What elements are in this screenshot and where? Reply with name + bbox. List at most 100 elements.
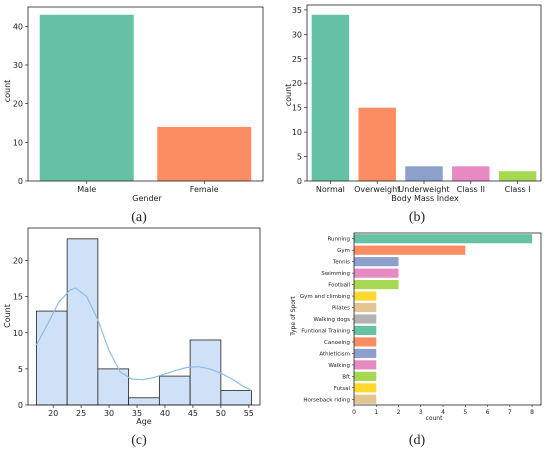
panel-d-xtick-label: 4 xyxy=(441,409,445,416)
panel-d-xtick-label: 5 xyxy=(463,409,467,416)
panel-b-ytick-label: 0 xyxy=(297,177,302,186)
panel-d-bar xyxy=(354,325,377,336)
panel-d-caption: (d) xyxy=(409,433,426,448)
panel-b-bmi-chart: count Body Mass Index (b) Normal Overweig… xyxy=(284,4,542,225)
panel-d-bar xyxy=(354,257,399,267)
panel-c-xtick-label: 45 xyxy=(188,409,198,418)
panel-c-ytick-label: 10 xyxy=(13,329,23,338)
panel-d-xtick-label: 2 xyxy=(397,409,401,416)
panel-c-histogram-bar xyxy=(158,375,191,406)
panel-b-bar xyxy=(358,107,396,181)
panel-d-category-label: Funtional Training xyxy=(301,328,350,334)
panel-c-xtick-label: 55 xyxy=(244,409,254,418)
panel-c-histogram-bar xyxy=(189,339,222,406)
panel-a-bar xyxy=(39,14,134,181)
panel-d-category-label: Tennis xyxy=(332,260,350,266)
panel-d-bar xyxy=(354,291,377,301)
panel-a-gender-chart: count Gender (a) Male Female 0 10 20 30 40 xyxy=(3,6,264,225)
panel-c-xtick-label: 50 xyxy=(216,409,226,418)
panel-b-bar xyxy=(311,14,350,182)
panel-c-age-histogram: Count Age (c) 20 25 30 35 40 45 50 55 0 5 10 15 20 xyxy=(3,227,261,448)
panel-c-xtick-label: 40 xyxy=(160,409,170,418)
panel-d-axes-frame xyxy=(353,232,542,406)
panel-a-bar xyxy=(157,126,252,181)
panel-a-ytick-label: 40 xyxy=(13,22,23,31)
panel-d-ylabel: Type of Sport xyxy=(290,296,297,337)
panel-c-xtick-label: 20 xyxy=(48,409,58,418)
panel-d-bar xyxy=(354,371,377,381)
panel-d-bar xyxy=(354,314,377,324)
panel-a-ytick-label: 30 xyxy=(13,61,23,70)
panel-a-axes-frame xyxy=(27,6,264,182)
panel-c-histogram-bar xyxy=(66,238,99,406)
panel-c-xtick-label: 30 xyxy=(104,409,114,418)
panel-b-caption: (b) xyxy=(409,210,426,225)
panel-d-bar xyxy=(354,348,377,358)
panel-a-xtick-label: Male xyxy=(77,185,96,194)
panel-d-xtick-label: 0 xyxy=(352,409,356,416)
panel-d-category-label: Walking xyxy=(328,363,350,369)
panel-b-ylabel: count xyxy=(284,84,293,107)
panel-c-ytick-label: 15 xyxy=(13,293,23,302)
panel-d-xtick-label: 3 xyxy=(419,409,423,416)
panel-c-ylabel: Count xyxy=(3,304,12,328)
panel-b-ytick-label: 25 xyxy=(292,55,302,64)
panel-d-bar xyxy=(354,302,377,313)
panel-a-caption: (a) xyxy=(131,210,147,225)
panel-d-xtick-label: 6 xyxy=(486,409,490,416)
panel-d-category-label: Walking dogs xyxy=(313,317,350,323)
panel-b-ytick-label: 15 xyxy=(292,104,302,113)
panel-d-bar xyxy=(354,245,466,255)
panel-a-xlabel: Gender xyxy=(132,194,162,203)
panel-b-xtick-label: Class I xyxy=(505,185,531,194)
panel-c-ytick-label: 20 xyxy=(13,257,23,266)
panel-d-xtick-label: 7 xyxy=(508,409,512,416)
panel-b-xtick-label: Underweight xyxy=(398,185,449,194)
panel-c-histogram-bar xyxy=(220,390,253,406)
panel-b-xtick-label: Normal xyxy=(316,185,345,194)
panel-d-category-label: Athleticism xyxy=(319,351,350,357)
panel-b-xtick-label: Class II xyxy=(457,185,485,194)
panel-b-bar xyxy=(498,171,537,181)
panel-d-category-label: Gym and climbing xyxy=(300,294,350,300)
panel-b-ytick-label: 10 xyxy=(292,128,302,137)
panel-d-category-label: Football xyxy=(328,283,350,289)
panel-d-category-label: Pilates xyxy=(332,306,350,312)
panel-c-xtick-label: 25 xyxy=(76,409,86,418)
panel-d-bar xyxy=(354,394,377,404)
panel-c-ytick-label: 0 xyxy=(18,401,23,410)
panel-c-ytick-label: 5 xyxy=(18,365,23,374)
panel-d-bar xyxy=(354,337,377,347)
panel-a-xtick-label: Female xyxy=(190,185,219,194)
panel-c-axes-frame xyxy=(27,227,261,406)
panel-b-ytick-label: 30 xyxy=(292,30,302,39)
panel-d-category-label: Running xyxy=(327,237,350,243)
panel-d-bar xyxy=(354,360,377,370)
panel-a-ytick-label: 10 xyxy=(13,138,23,147)
panel-d-xtick-label: 8 xyxy=(530,409,534,416)
panel-c-xlabel: Age xyxy=(136,417,152,426)
panel-b-ytick-label: 20 xyxy=(292,79,302,88)
panel-d-category-label: Futsal xyxy=(334,386,351,392)
panel-d-bar xyxy=(354,280,399,290)
panel-b-ytick-label: 5 xyxy=(297,153,302,162)
panel-b-ytick-label: 35 xyxy=(292,6,302,15)
panel-b-axes-frame xyxy=(306,4,542,182)
panel-d-sport-chart: Type of Sport count (d) Running Gym Tennis… xyxy=(290,232,542,448)
panel-d-category-label: Swimming xyxy=(321,271,350,277)
panel-d-xtick-label: 1 xyxy=(374,409,378,416)
panel-d-category-label: Horseback riding xyxy=(303,397,350,403)
panel-b-bar xyxy=(405,166,443,181)
panel-d-bar xyxy=(354,234,533,244)
panel-a-ytick-label: 0 xyxy=(18,177,23,186)
panel-b-xtick-label: Overweight xyxy=(354,185,400,194)
panel-b-xlabel: Body Mass Index xyxy=(391,194,459,203)
panel-d-bar xyxy=(354,268,399,278)
panel-d-bar xyxy=(354,383,377,393)
panel-b-bar xyxy=(452,166,490,181)
panel-a-ytick-label: 20 xyxy=(13,100,23,109)
panel-d-xlabel: count xyxy=(426,415,444,422)
panel-c-xtick-label: 35 xyxy=(132,409,142,418)
panel-d-category-label: Gym xyxy=(337,248,350,254)
